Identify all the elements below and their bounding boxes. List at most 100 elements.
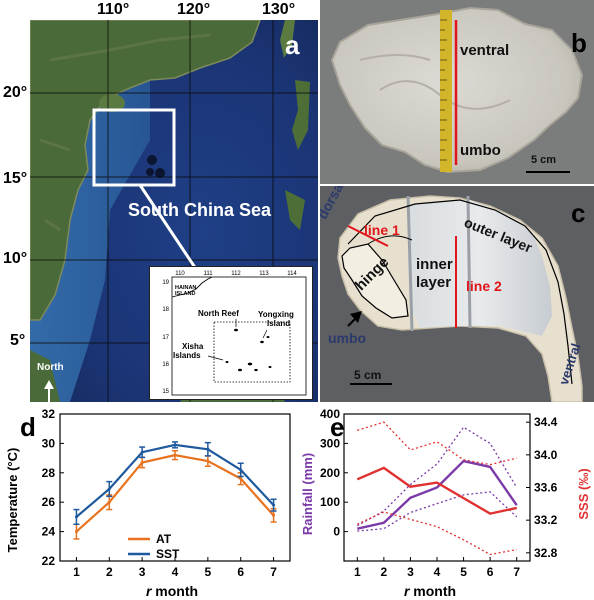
d-xtick-label: 4 <box>172 565 179 579</box>
d-xtick-label: 6 <box>237 565 244 579</box>
d-xtick-label: 1 <box>73 565 80 579</box>
e-xtick-label: 4 <box>434 565 441 579</box>
e-ylabel-right: SSS (‰) <box>576 468 591 519</box>
d-ytick-label: 32 <box>42 407 56 421</box>
d-ytick-label: 24 <box>42 525 56 539</box>
e-ytick-right-label: 34.0 <box>534 448 558 462</box>
d-legend-label: AT <box>156 532 172 546</box>
panel-c: c dorsal line 1 outer layer inner layer … <box>320 186 594 402</box>
inset-map: 110 111 112 113 114 19 18 17 16 15 <box>149 266 313 400</box>
e-series-rainfall <box>357 459 518 530</box>
d-point <box>107 487 111 491</box>
e-series-sss <box>356 466 517 515</box>
e-ytick-right-label: 32.8 <box>534 546 558 560</box>
sea-label: South China Sea <box>128 200 272 220</box>
inset-lat-17: 17 <box>162 335 169 341</box>
umbo-label-c: umbo <box>328 330 367 346</box>
panel-c-letter: c <box>571 198 586 228</box>
e-xtick-label: 1 <box>354 565 361 579</box>
rainfall-sss-chart: e 0 100 200 300 400 32.8 33.2 33.6 34.0 34.4 1 2 3 4 5… <box>300 407 591 599</box>
inset-lat-15: 15 <box>162 389 169 395</box>
d-point <box>206 459 210 463</box>
e-xlabel: r month <box>404 583 456 599</box>
e-xtick-label: 6 <box>487 565 494 579</box>
d-point <box>107 500 111 504</box>
e-series-sss-upper <box>357 421 517 466</box>
ventral-label-b: ventral <box>460 42 510 59</box>
inset-hainan-label-1: HAINAN <box>175 285 196 291</box>
d-plot-frame <box>59 413 291 562</box>
d-point <box>206 447 210 451</box>
d-point <box>173 453 177 457</box>
outer-layer-boundary <box>347 199 573 385</box>
d-ytick-label: 30 <box>42 436 56 450</box>
d-point <box>140 450 144 454</box>
e-ytick-left-label: 200 <box>320 466 340 480</box>
inset-lat-16: 16 <box>162 362 169 368</box>
lon-label-130: 130° <box>262 1 296 18</box>
panel-a-letter: a <box>285 30 300 60</box>
philippines-land <box>292 80 310 150</box>
d-xlabel: r month <box>146 583 198 599</box>
inset-lon-113: 113 <box>259 271 269 277</box>
d-point <box>239 468 243 472</box>
line1-label: line 1 <box>364 222 400 238</box>
d-series-line-at <box>75 454 275 533</box>
inner-layer-band <box>408 200 552 336</box>
e-ytick-left-label: 0 <box>333 525 340 539</box>
inset-hainan-coast <box>171 276 213 298</box>
panel-a: 110° 120° 130° 20° 15° 10° 5° <box>0 0 318 402</box>
umbo-label-b: umbo <box>460 142 501 159</box>
line1-transect <box>347 225 389 247</box>
lat-label-5: 5° <box>10 332 26 349</box>
d-ylabel: Temperature (°C) <box>5 448 20 553</box>
d-point <box>74 515 78 519</box>
satellite-map <box>30 20 318 402</box>
inset-yongxing-label-2: Island <box>267 319 290 328</box>
panel-b-letter: b <box>571 28 587 58</box>
d-xtick-label: 7 <box>270 565 277 579</box>
d-xtick-label: 5 <box>205 565 212 579</box>
inset-hainan-label-2: ISLAND <box>175 291 196 297</box>
scale-label-c: 5 cm <box>354 368 382 382</box>
lon-label-110: 110° <box>97 1 130 18</box>
e-ytick-left-label: 300 <box>320 436 340 450</box>
line2-label: line 2 <box>466 278 502 294</box>
d-legend-label: SST <box>156 547 180 561</box>
e-xtick-label: 2 <box>381 565 388 579</box>
e-series-rainfall-lower <box>357 491 518 532</box>
e-ytick-left-label: 100 <box>320 495 340 509</box>
d-point <box>239 477 243 481</box>
scale-label-b: 5 cm <box>531 154 557 166</box>
e-xtick-label: 5 <box>460 565 467 579</box>
north-label: North <box>37 362 64 373</box>
inset-lon-114: 114 <box>287 271 297 277</box>
taiwan-land <box>280 20 295 58</box>
inset-lat-19: 19 <box>162 280 169 286</box>
d-ytick-label: 26 <box>42 495 56 509</box>
d-ytick-label: 22 <box>42 554 56 568</box>
e-ytick-right-label: 33.2 <box>534 513 558 527</box>
d-point <box>272 513 276 517</box>
d-point <box>272 503 276 507</box>
inset-lon-111: 111 <box>203 271 213 277</box>
inset-xisha-label-1: Xisha <box>182 342 204 351</box>
e-xtick-label: 7 <box>513 565 520 579</box>
e-xtick-label: 3 <box>407 565 414 579</box>
measuring-tape <box>440 10 452 172</box>
d-xtick-label: 2 <box>106 565 113 579</box>
panel-b: b ventral umbo 5 cm <box>320 0 594 184</box>
inset-lat-18: 18 <box>162 307 169 313</box>
e-ytick-right-label: 33.6 <box>534 481 558 495</box>
d-ytick-label: 28 <box>42 466 56 480</box>
e-ytick-left-label: 400 <box>320 407 340 421</box>
e-ytick-right-label: 34.4 <box>534 415 558 429</box>
inset-lon-110: 110 <box>175 271 185 277</box>
e-series-rainfall-upper <box>356 426 518 527</box>
d-point <box>173 443 177 447</box>
inset-xisha-area <box>213 321 291 383</box>
inset-yongxing-label-1: Yongxing <box>258 310 294 319</box>
mainland-land <box>30 20 260 320</box>
panel-d-letter: d <box>20 412 36 442</box>
